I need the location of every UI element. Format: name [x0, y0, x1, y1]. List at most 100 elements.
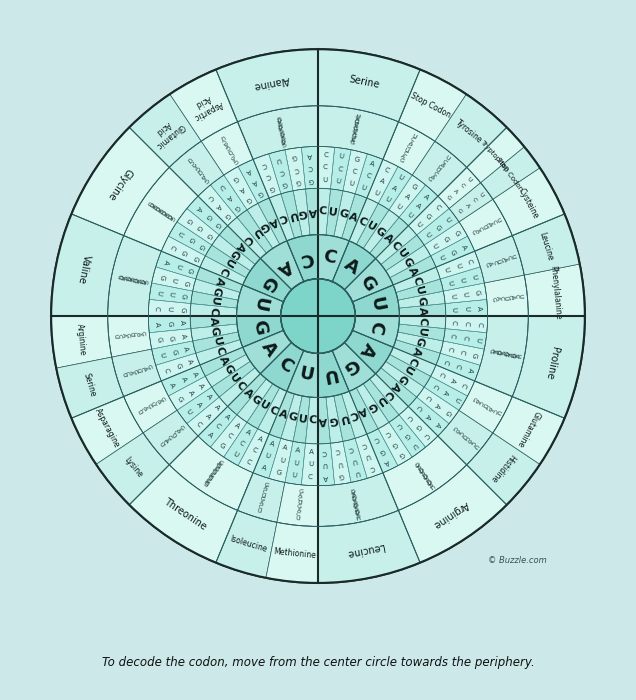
Text: A: A	[134, 277, 139, 283]
Text: U: U	[184, 408, 193, 416]
Wedge shape	[287, 351, 318, 398]
Text: C: C	[293, 166, 299, 172]
Text: U: U	[209, 295, 220, 306]
Text: C: C	[432, 170, 438, 177]
Text: A: A	[260, 464, 267, 472]
Text: U: U	[123, 275, 128, 281]
Text: A: A	[160, 210, 167, 216]
Wedge shape	[389, 175, 425, 217]
Text: C: C	[477, 226, 483, 232]
Text: U: U	[478, 192, 485, 198]
Text: U: U	[384, 195, 392, 203]
Wedge shape	[148, 300, 191, 316]
Text: C: C	[165, 213, 172, 219]
Wedge shape	[438, 410, 493, 465]
Text: C: C	[322, 449, 327, 455]
Text: C: C	[422, 432, 430, 440]
Wedge shape	[524, 264, 585, 316]
Text: A: A	[407, 140, 413, 146]
Text: G: G	[176, 395, 184, 402]
Wedge shape	[481, 147, 540, 200]
Wedge shape	[247, 204, 280, 248]
Text: U: U	[120, 372, 127, 378]
Text: C: C	[438, 371, 445, 378]
Text: C: C	[355, 511, 360, 517]
Text: G: G	[470, 230, 477, 237]
Text: G: G	[183, 280, 190, 286]
Text: C: C	[419, 468, 425, 475]
Wedge shape	[260, 241, 304, 290]
Text: A: A	[497, 350, 502, 355]
Wedge shape	[467, 127, 524, 183]
Text: G: G	[131, 369, 137, 375]
Text: U: U	[443, 267, 450, 274]
Wedge shape	[205, 354, 251, 387]
Text: U: U	[494, 349, 499, 354]
Text: C: C	[462, 335, 468, 341]
Text: C: C	[188, 158, 195, 165]
Wedge shape	[124, 381, 177, 433]
Text: G: G	[287, 412, 298, 424]
Text: G: G	[218, 442, 226, 449]
Text: C: C	[409, 136, 415, 144]
Wedge shape	[258, 198, 287, 244]
Text: G: G	[205, 231, 212, 239]
Text: G: G	[484, 223, 490, 229]
Text: C: C	[116, 333, 122, 338]
Text: G: G	[356, 272, 379, 294]
Text: A: A	[244, 429, 252, 437]
Text: Valine: Valine	[76, 254, 92, 285]
Text: G: G	[142, 279, 148, 284]
Text: U: U	[355, 513, 361, 519]
Text: C: C	[279, 130, 284, 135]
Text: G: G	[420, 471, 427, 478]
Text: C: C	[251, 447, 258, 454]
Text: C: C	[215, 463, 221, 469]
Text: C: C	[125, 276, 130, 281]
Wedge shape	[293, 396, 310, 443]
Text: G: G	[168, 215, 175, 221]
Wedge shape	[143, 410, 198, 465]
Text: A: A	[214, 202, 222, 210]
Wedge shape	[318, 106, 399, 160]
Wedge shape	[385, 245, 431, 278]
Text: G: G	[258, 220, 271, 233]
Text: U: U	[452, 395, 460, 402]
Text: U: U	[205, 476, 212, 482]
Text: G: G	[233, 203, 241, 211]
Text: G: G	[395, 372, 409, 385]
Text: G: G	[156, 206, 163, 214]
Text: G: G	[352, 500, 358, 506]
Text: G: G	[350, 486, 356, 492]
Text: G: G	[217, 459, 223, 466]
Wedge shape	[398, 291, 445, 308]
Text: C: C	[423, 475, 429, 481]
Text: U: U	[275, 113, 281, 120]
Text: C: C	[459, 182, 466, 189]
Text: A: A	[187, 389, 194, 396]
Text: G: G	[509, 352, 515, 358]
Text: U: U	[373, 189, 380, 197]
Text: A: A	[353, 502, 358, 508]
Text: C: C	[464, 321, 469, 326]
Text: C: C	[348, 444, 354, 452]
Text: Arginine: Arginine	[431, 499, 470, 530]
Text: U: U	[151, 204, 158, 210]
Wedge shape	[349, 198, 378, 244]
Text: C: C	[169, 244, 176, 251]
Text: G: G	[195, 223, 203, 232]
Text: U: U	[472, 442, 479, 449]
Wedge shape	[151, 267, 196, 291]
Text: A: A	[384, 458, 391, 466]
Text: U: U	[471, 274, 478, 280]
Text: U: U	[428, 482, 434, 489]
Text: A: A	[502, 256, 508, 262]
Text: Proline: Proline	[544, 345, 560, 380]
Text: U: U	[509, 254, 516, 260]
Text: G: G	[227, 247, 241, 260]
Wedge shape	[332, 342, 376, 391]
Text: U: U	[444, 155, 450, 162]
Wedge shape	[440, 341, 485, 365]
Text: G: G	[298, 489, 303, 494]
Wedge shape	[228, 374, 266, 415]
